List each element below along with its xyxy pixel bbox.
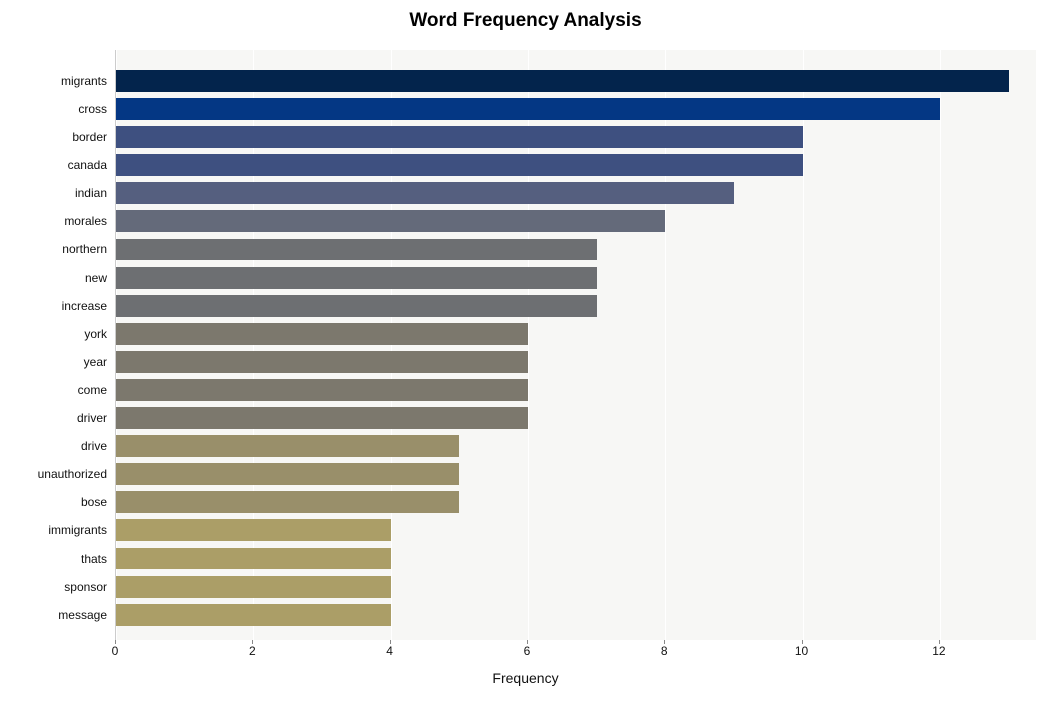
- x-tick-label: 4: [386, 644, 393, 658]
- bar: [116, 98, 940, 120]
- y-category-label: border: [7, 131, 107, 143]
- y-category-label: migrants: [7, 75, 107, 87]
- y-category-label: cross: [7, 103, 107, 115]
- y-category-label: message: [7, 609, 107, 621]
- bar: [116, 267, 597, 289]
- bar: [116, 295, 597, 317]
- y-category-label: unauthorized: [7, 468, 107, 480]
- y-category-label: new: [7, 272, 107, 284]
- bar: [116, 407, 528, 429]
- bar: [116, 210, 665, 232]
- y-category-label: immigrants: [7, 524, 107, 536]
- x-tick-label: 2: [249, 644, 256, 658]
- y-category-label: thats: [7, 553, 107, 565]
- x-tick-label: 8: [661, 644, 668, 658]
- grid-line: [803, 50, 804, 640]
- plot-area: [115, 50, 1036, 640]
- x-axis-label: Frequency: [0, 670, 1051, 686]
- bar: [116, 351, 528, 373]
- bar: [116, 126, 803, 148]
- bar: [116, 519, 391, 541]
- y-category-label: bose: [7, 496, 107, 508]
- bar: [116, 548, 391, 570]
- y-category-label: increase: [7, 300, 107, 312]
- bar: [116, 435, 459, 457]
- y-category-label: indian: [7, 187, 107, 199]
- chart-title: Word Frequency Analysis: [0, 10, 1051, 32]
- bar: [116, 239, 597, 261]
- y-category-label: drive: [7, 440, 107, 452]
- bar: [116, 379, 528, 401]
- bar: [116, 154, 803, 176]
- y-category-label: year: [7, 356, 107, 368]
- y-category-label: canada: [7, 159, 107, 171]
- y-category-label: northern: [7, 243, 107, 255]
- bar: [116, 604, 391, 626]
- bar: [116, 323, 528, 345]
- bar: [116, 463, 459, 485]
- y-category-label: york: [7, 328, 107, 340]
- x-tick-label: 12: [932, 644, 945, 658]
- y-category-label: come: [7, 384, 107, 396]
- y-category-label: driver: [7, 412, 107, 424]
- x-tick-label: 0: [112, 644, 119, 658]
- grid-line: [940, 50, 941, 640]
- y-category-label: sponsor: [7, 581, 107, 593]
- bar: [116, 576, 391, 598]
- y-category-label: morales: [7, 215, 107, 227]
- x-tick-label: 6: [524, 644, 531, 658]
- bar: [116, 182, 734, 204]
- bar: [116, 491, 459, 513]
- word-frequency-chart: Word Frequency Analysis Frequency 0 2 4 6 8 1…: [0, 0, 1051, 701]
- bar: [116, 70, 1009, 92]
- x-tick-label: 10: [795, 644, 808, 658]
